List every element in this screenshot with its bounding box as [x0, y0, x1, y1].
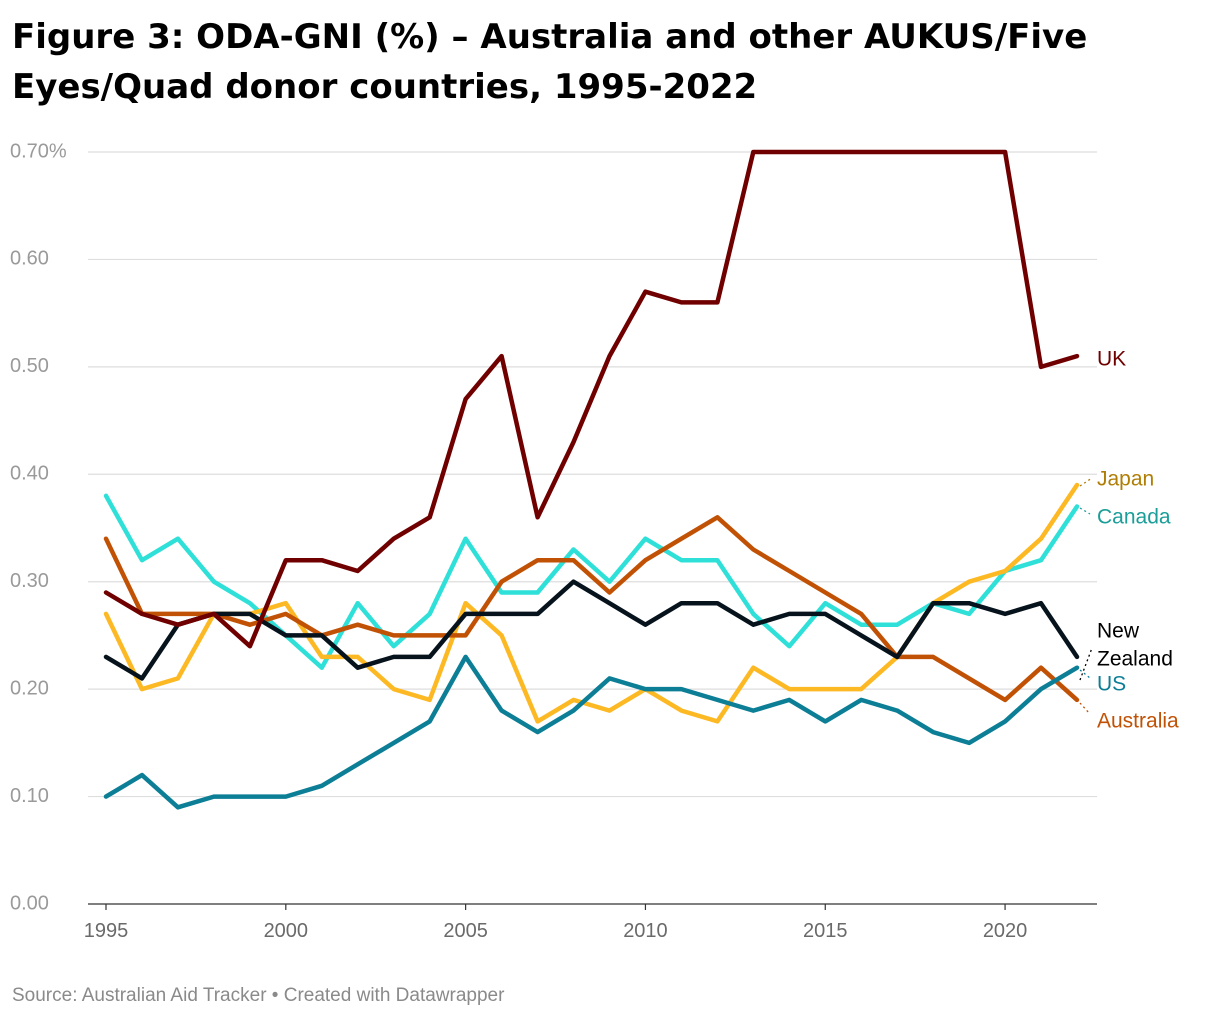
- source-note: Source: Australian Aid Tracker • Created…: [12, 985, 505, 1006]
- label-connector-japan: [1079, 477, 1093, 487]
- x-tick-label: 2005: [443, 920, 488, 942]
- series-label-canada: Canada: [1097, 506, 1171, 529]
- y-tick-label: 0.10: [10, 785, 49, 807]
- y-axis-tick-labels: 0.00 0.10 0.20 0.30 0.40 0.50 0.60 0.70%: [10, 140, 67, 914]
- series-label-uk: UK: [1097, 348, 1126, 371]
- series-line-australia: [103, 515, 1080, 703]
- x-tick-label: 2000: [264, 920, 309, 942]
- series-labels: Canada Japan Australia US New Zealand UK: [1079, 348, 1179, 733]
- series-label-us: US: [1097, 673, 1126, 696]
- label-connector-canada: [1079, 507, 1091, 515]
- x-tick-label: 2015: [803, 920, 848, 942]
- series-line-nz: [103, 579, 1080, 681]
- series-label-nz: Zealand: [1097, 648, 1173, 671]
- label-connector-australia: [1079, 702, 1091, 715]
- x-tick-label: 1995: [84, 920, 129, 942]
- y-tick-label: 0.70%: [10, 140, 67, 162]
- y-tick-label: 0.30: [10, 570, 49, 592]
- series-line-us: [103, 654, 1080, 810]
- series-lines: [103, 149, 1080, 810]
- series-label-nz: New: [1097, 620, 1140, 643]
- series-label-australia: Australia: [1097, 710, 1179, 733]
- series-line-uk: [103, 149, 1080, 649]
- chart-title: Figure 3: ODA-GNI (%) – Australia and ot…: [12, 17, 1088, 107]
- x-tick-label: 2010: [623, 920, 668, 942]
- label-connector-us: [1079, 669, 1091, 679]
- y-tick-label: 0.20: [10, 677, 49, 699]
- series-label-japan: Japan: [1097, 468, 1154, 491]
- y-tick-label: 0.60: [10, 248, 49, 270]
- label-connector-nz: [1079, 647, 1093, 681]
- y-tick-label: 0.50: [10, 355, 49, 377]
- y-tick-label: 0.00: [10, 892, 49, 914]
- x-tick-label: 2020: [983, 920, 1028, 942]
- y-tick-label: 0.40: [10, 463, 49, 485]
- x-axis-tick-labels: 1995 2000 2005 2010 2015 2020: [84, 920, 1028, 942]
